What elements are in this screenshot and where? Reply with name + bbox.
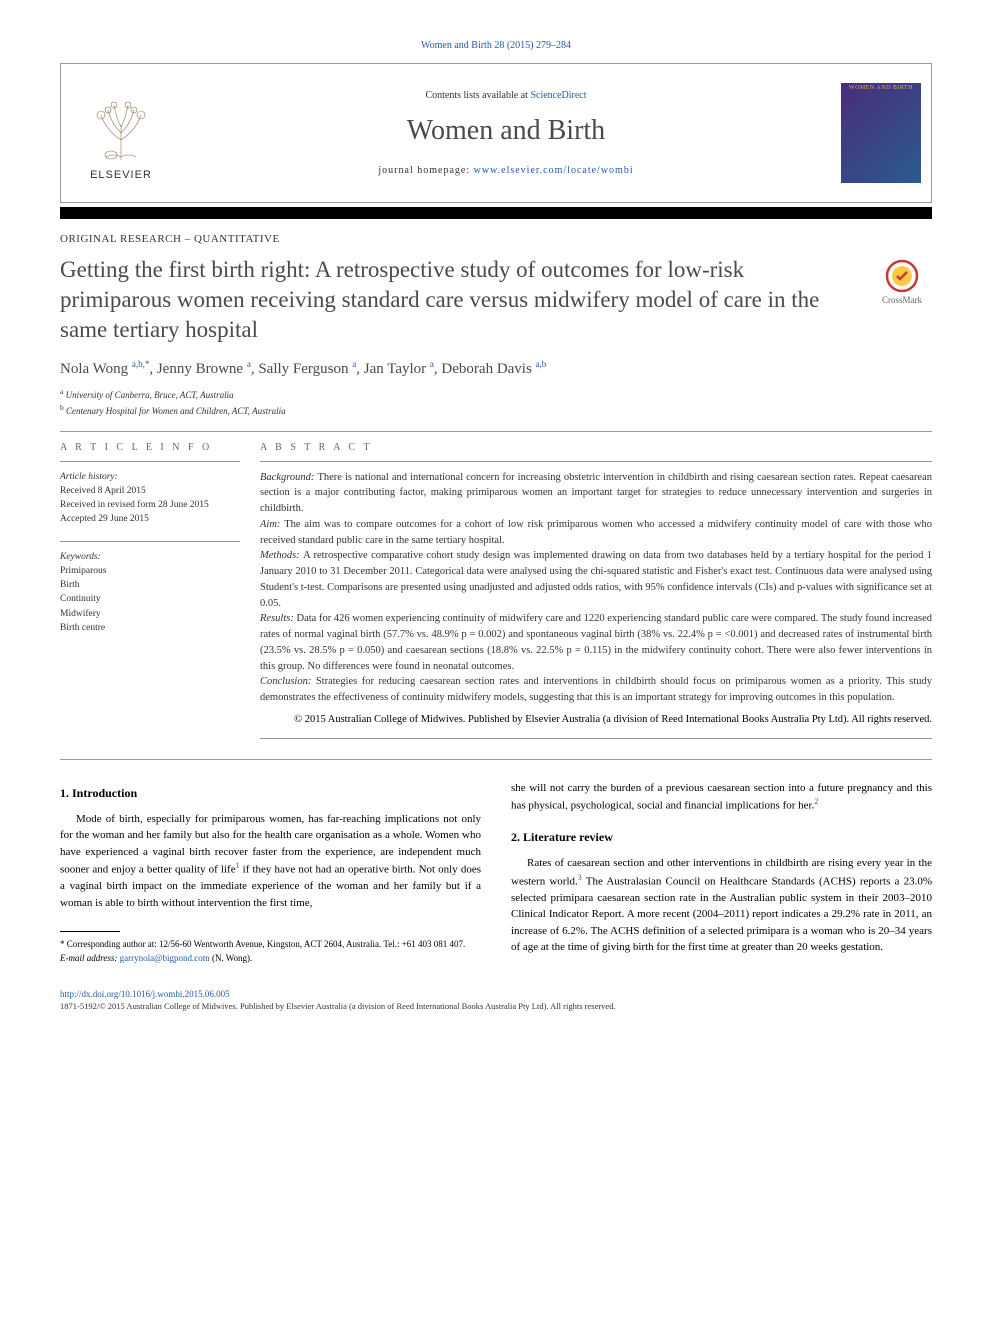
running-header: Women and Birth 28 (2015) 279–284 — [60, 40, 932, 51]
footnote-divider — [60, 931, 120, 932]
elsevier-tree-icon — [76, 85, 166, 165]
abstract-runin: Methods: — [260, 550, 303, 561]
abstract-copyright: © 2015 Australian College of Midwives. P… — [260, 712, 932, 728]
keyword: Birth centre — [60, 621, 240, 635]
sciencedirect-link[interactable]: ScienceDirect — [530, 90, 586, 101]
section-divider — [60, 431, 932, 432]
abstract-runin: Results: — [260, 613, 296, 624]
history-received: Received 8 April 2015 — [60, 484, 240, 498]
keywords-label: Keywords: — [60, 550, 240, 564]
crossmark-label: CrossMark — [882, 295, 922, 305]
affiliation-a: University of Canberra, Bruce, ACT, Aust… — [66, 390, 234, 400]
article-title: Getting the first birth right: A retrosp… — [60, 255, 852, 345]
keyword: Continuity — [60, 592, 240, 606]
corresponding-author: * Corresponding author at: 12/56-60 Went… — [60, 938, 481, 952]
abstract-body: Background: There is national and intern… — [260, 470, 932, 706]
article-history: Article history: Received 8 April 2015 R… — [60, 470, 240, 527]
email-tail: (N. Wong). — [210, 953, 253, 963]
abstract-text: Strategies for reducing caesarean sectio… — [260, 676, 932, 703]
doi-link[interactable]: http://dx.doi.org/10.1016/j.wombi.2015.0… — [60, 989, 932, 999]
footer-copyright: 1871-5192/© 2015 Australian College of M… — [60, 1001, 932, 1011]
intro-paragraph: Mode of birth, especially for primiparou… — [60, 811, 481, 912]
section-heading-litreview: 2. Literature review — [511, 830, 932, 845]
author-list: Nola Wong a,b,*, Jenny Browne a, Sally F… — [60, 359, 932, 378]
cover-label: WOMEN AND BIRTH — [841, 85, 921, 91]
litreview-paragraph: Rates of caesarean section and other int… — [511, 855, 932, 956]
affiliation-b: Centenary Hospital for Women and Childre… — [66, 406, 286, 416]
elsevier-label: ELSEVIER — [90, 169, 152, 181]
journal-homepage: journal homepage: www.elsevier.com/locat… — [378, 165, 633, 176]
crossmark-badge[interactable]: CrossMark — [872, 259, 932, 305]
journal-header: ELSEVIER Contents lists available at Sci… — [60, 63, 932, 203]
abstract-heading: A B S T R A C T — [260, 442, 932, 453]
journal-title: Women and Birth — [407, 115, 605, 147]
abstract-runin: Aim: — [260, 519, 284, 530]
abstract-runin: Conclusion: — [260, 676, 316, 687]
article-info-heading: A R T I C L E I N F O — [60, 442, 240, 453]
section-heading-intro: 1. Introduction — [60, 786, 481, 801]
email-label: E-mail address: — [60, 953, 120, 963]
keyword: Midwifery — [60, 607, 240, 621]
history-accepted: Accepted 29 June 2015 — [60, 512, 240, 526]
abstract-text: The aim was to compare outcomes for a co… — [260, 519, 932, 546]
history-label: Article history: — [60, 470, 240, 484]
keywords: Keywords: Primiparous Birth Continuity M… — [60, 550, 240, 636]
header-divider — [60, 207, 932, 219]
article-type: ORIGINAL RESEARCH – QUANTITATIVE — [60, 233, 932, 245]
abstract-text: Data for 426 women experiencing continui… — [260, 613, 932, 671]
contents-available: Contents lists available at ScienceDirec… — [425, 90, 586, 101]
history-revised: Received in revised form 28 June 2015 — [60, 498, 240, 512]
abstract-text: There is national and international conc… — [260, 472, 932, 515]
contents-prefix: Contents lists available at — [425, 90, 530, 101]
abstract-text: A retrospective comparative cohort study… — [260, 550, 932, 608]
keyword: Birth — [60, 578, 240, 592]
affiliations: a University of Canberra, Bruce, ACT, Au… — [60, 386, 932, 419]
journal-cover: WOMEN AND BIRTH — [831, 64, 931, 202]
abstract-runin: Background: — [260, 472, 317, 483]
elsevier-logo: ELSEVIER — [61, 64, 181, 202]
homepage-prefix: journal homepage: — [378, 165, 473, 176]
homepage-link[interactable]: www.elsevier.com/locate/wombi — [474, 165, 634, 176]
crossmark-icon — [885, 259, 919, 293]
email-link[interactable]: garrynola@bigpond.com — [120, 953, 210, 963]
keyword: Primiparous — [60, 564, 240, 578]
intro-continuation: she will not carry the burden of a previ… — [511, 780, 932, 815]
corresponding-email: E-mail address: garrynola@bigpond.com (N… — [60, 952, 481, 966]
page-footer: http://dx.doi.org/10.1016/j.wombi.2015.0… — [60, 989, 932, 1011]
